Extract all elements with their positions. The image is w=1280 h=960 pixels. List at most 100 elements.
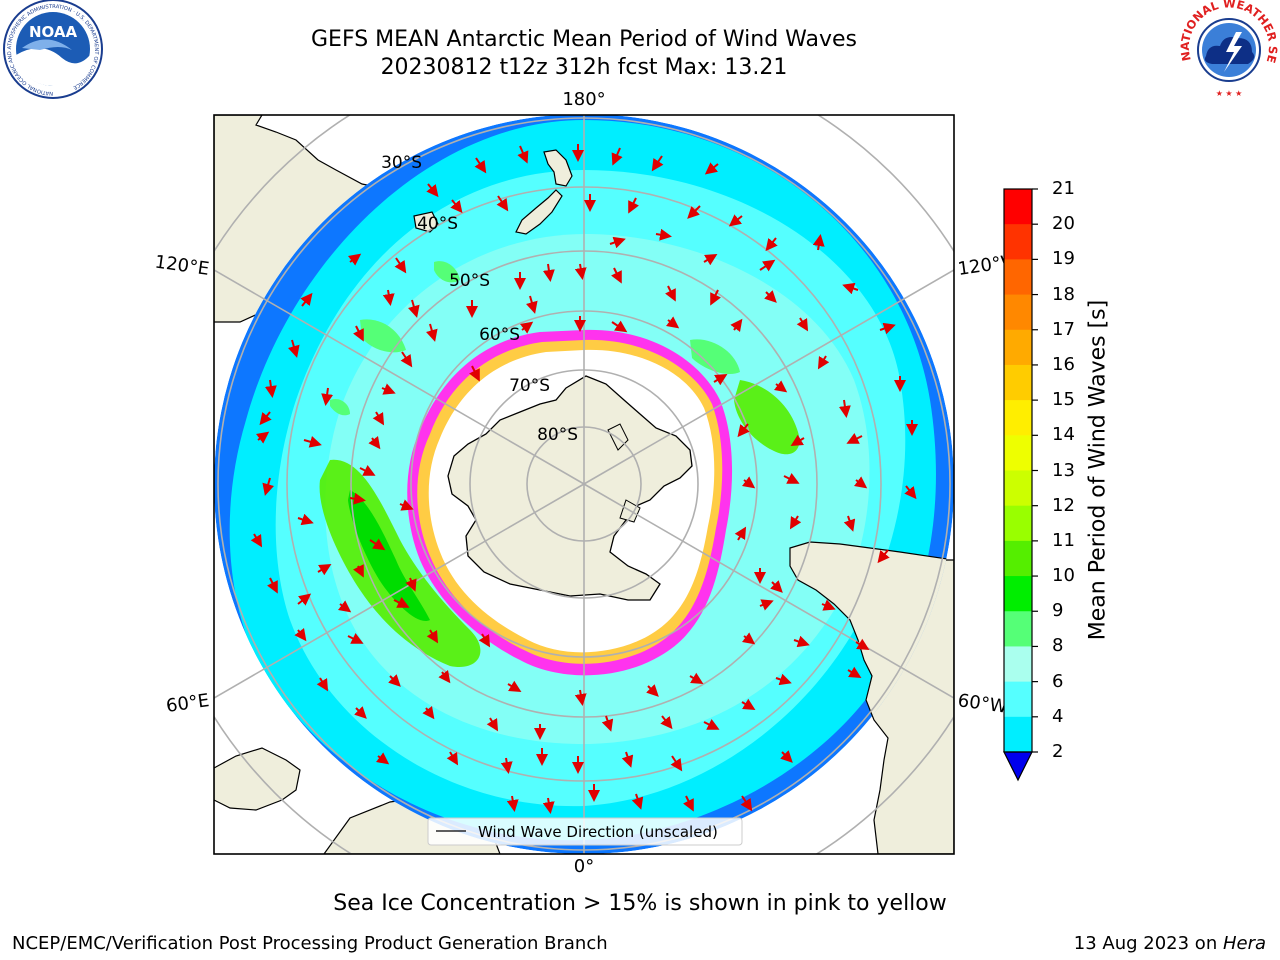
wind-arrow xyxy=(742,476,756,489)
wind-arrow xyxy=(783,473,800,484)
wind-arrow xyxy=(742,632,756,645)
wind-arrow xyxy=(704,162,719,175)
wind-arrow xyxy=(666,316,680,329)
wind-arrow xyxy=(796,317,809,332)
wind-arrow xyxy=(478,633,491,648)
map-legend: Wind Wave Direction (unscaled) xyxy=(427,817,743,846)
wind-arrow xyxy=(359,465,376,476)
wind-arrow xyxy=(854,476,868,489)
wind-arrow xyxy=(846,433,863,444)
wind-arrow xyxy=(354,706,367,719)
colorbar-segment xyxy=(1004,364,1032,401)
wind-arrow xyxy=(446,751,459,766)
colorbar-tick-label: 18 xyxy=(1052,283,1075,305)
wind-arrow xyxy=(450,199,463,214)
colorbar-tick-label: 15 xyxy=(1052,389,1075,411)
colorbar-segment xyxy=(1004,611,1032,647)
wind-arrow xyxy=(262,477,274,496)
legend-label: Wind Wave Direction (unscaled) xyxy=(478,823,718,841)
colorbar-tick-label: 4 xyxy=(1052,705,1064,727)
wind-arrow xyxy=(408,299,420,318)
lon-label-120e: 120°E xyxy=(153,251,210,279)
wind-arrow xyxy=(646,684,659,697)
wind-arrow xyxy=(609,236,626,249)
footer-credit: NCEP/EMC/Verification Post Processing Pr… xyxy=(12,933,608,954)
wind-arrow xyxy=(506,795,519,812)
wind-arrow xyxy=(847,666,862,679)
wind-arrow xyxy=(394,257,407,274)
wind-arrow xyxy=(500,757,513,774)
colorbar-segment xyxy=(1004,294,1032,331)
wind-arrow xyxy=(294,628,307,642)
colorbar-tick-label: 17 xyxy=(1052,318,1075,340)
colorbar-segment xyxy=(1004,329,1032,366)
wind-arrow xyxy=(338,600,352,613)
wind-arrow xyxy=(250,533,263,548)
wind-arrow xyxy=(703,719,720,730)
sea-ice-note: Sea Ice Concentration > 15% is shown in … xyxy=(333,891,947,916)
wind-arrow xyxy=(730,318,743,332)
wind-arrow xyxy=(759,599,774,611)
map-subtitle: 20230812 t12z 312h fcst Max: 13.21 xyxy=(380,55,788,80)
colorbar-tick-label: 21 xyxy=(1052,178,1075,199)
wind-arrow xyxy=(264,379,277,398)
colorbar-tick-label: 8 xyxy=(1052,635,1064,657)
lat-label-40s: 40°S xyxy=(417,214,458,234)
lat-label-60s: 60°S xyxy=(479,325,520,345)
wind-arrow xyxy=(774,380,788,393)
wind-arrow xyxy=(288,339,300,358)
wind-arrow xyxy=(316,677,329,692)
wind-arrow xyxy=(621,751,634,768)
wind-arrow xyxy=(631,793,644,810)
wind-arrow xyxy=(303,436,322,448)
noaa-logo: NOAA NATIONAL OCEANIC AND ATMOSPHERIC AD… xyxy=(3,0,103,99)
colorbar-tick-label: 11 xyxy=(1052,529,1075,551)
wind-arrow xyxy=(372,411,385,426)
wind-arrow xyxy=(353,325,364,342)
colorbar-segment xyxy=(1004,716,1032,753)
lat-label-30s: 30°S xyxy=(381,153,422,173)
wind-arrow xyxy=(486,717,499,732)
wind-arrow xyxy=(879,322,896,335)
colorbar-segment xyxy=(1004,681,1032,718)
wind-arrow xyxy=(759,259,776,272)
colorbar-tick-label: 9 xyxy=(1052,600,1064,622)
wind-arrow xyxy=(517,145,529,164)
wind-arrow xyxy=(297,513,314,526)
lat-label-80s: 80°S xyxy=(537,425,578,445)
wind-wave-arrows xyxy=(250,144,918,814)
wind-arrow xyxy=(728,214,743,227)
wind-arrow xyxy=(496,195,509,212)
lon-label-0: 0° xyxy=(574,856,594,877)
wind-arrow xyxy=(574,689,587,706)
colorbar-segment xyxy=(1004,224,1032,260)
wind-arrow xyxy=(904,485,917,500)
footer-date: 13 Aug 2023 on Hera xyxy=(1074,933,1266,954)
wind-arrow xyxy=(353,564,364,578)
wind-arrow xyxy=(321,387,334,406)
wind-arrow xyxy=(574,263,587,280)
wind-arrow xyxy=(393,597,410,608)
nws-logo: NATIONAL WEATHER SERVICE ★ ★ ★ xyxy=(1178,0,1280,98)
wind-arrow xyxy=(376,752,390,765)
lon-label-60e: 60°E xyxy=(165,690,211,717)
wind-arrow xyxy=(469,365,480,382)
wind-arrow xyxy=(611,147,623,166)
wind-arrow xyxy=(267,577,278,594)
colorbar-tick-label: 16 xyxy=(1052,353,1075,375)
svg-text:★ ★ ★: ★ ★ ★ xyxy=(1216,89,1243,98)
wind-arrow xyxy=(765,237,778,252)
wind-arrow xyxy=(821,599,836,611)
colorbar-segment xyxy=(1004,505,1032,542)
wind-arrow xyxy=(734,526,747,541)
wind-arrow xyxy=(741,698,756,711)
wind-arrow xyxy=(737,423,750,438)
wind-arrow xyxy=(399,499,414,511)
lon-label-180: 180° xyxy=(562,89,605,110)
wind-arrow xyxy=(542,797,555,814)
footer-date-text: 13 Aug 2023 on xyxy=(1073,933,1223,954)
wind-arrow xyxy=(426,323,438,342)
colorbar-tick-label: 12 xyxy=(1052,494,1075,516)
wind-arrow xyxy=(687,205,701,219)
